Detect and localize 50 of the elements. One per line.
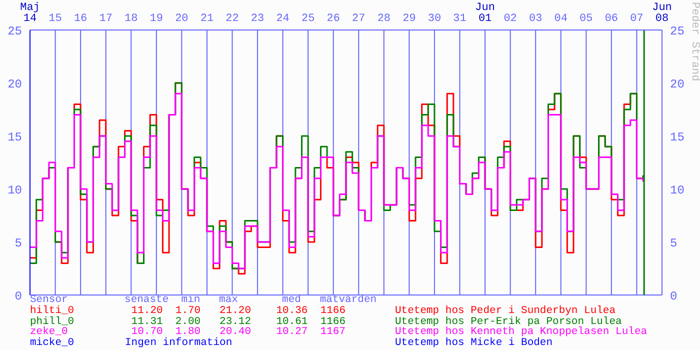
y2-tick-label: 5: [670, 236, 678, 250]
y-tick-label: 25: [8, 24, 22, 38]
text: Utetemp hos Micke i Boden: [395, 337, 553, 350]
x-tick-label: 25: [301, 13, 315, 25]
y-tick-label: 5: [14, 236, 22, 250]
x-tick-label: 21: [200, 13, 214, 25]
x-tick-label: 30: [428, 13, 442, 25]
text: Utetemp hos Kenneth pa Knoppelasen Lulea: [395, 326, 648, 338]
x-tick-label: 28: [377, 13, 391, 25]
x-tick-label: 03: [529, 13, 542, 25]
legend-label: micke_0: [30, 337, 74, 350]
x-tick-label: 05: [580, 13, 593, 25]
x-tick-label: 17: [99, 13, 112, 25]
x-tick-label: 06: [604, 13, 618, 25]
x-tick-label: 04: [554, 13, 568, 25]
text: zeke_0: [30, 326, 68, 338]
y2-tick-label: 10: [670, 183, 684, 198]
x-tick-label: 29: [402, 13, 416, 25]
x-tick-label: 22: [226, 13, 239, 25]
text: Utetemp hos Peder i Sunderbyn Lulea: [395, 304, 616, 317]
x-tick-label: 26: [326, 13, 340, 25]
x-tick-label: Maj 14: [20, 2, 40, 25]
x-tick-label: 16: [74, 13, 88, 25]
text: Ingen information: [125, 337, 232, 350]
x-tick-label: 15: [48, 13, 62, 25]
text: phill_0: [30, 316, 74, 328]
annotation: Sensor senaste min max med mätvärden: [30, 294, 378, 306]
y2-tick-label: 20: [670, 77, 684, 92]
y-tick-label: 10: [8, 183, 22, 198]
x-tick-label: 07: [630, 13, 644, 25]
x-tick-label: Jun 08: [652, 2, 672, 25]
text: 11.20 1.70 21.20 10.36 1166: [130, 304, 346, 317]
x-tick-label: 20: [175, 13, 188, 25]
y-tick-label: 20: [8, 77, 22, 92]
x-tick-label: 31: [453, 13, 467, 25]
x-tick-label: 24: [276, 13, 290, 25]
x-tick-label: 27: [352, 13, 366, 25]
x-tick-label: 02: [504, 13, 517, 25]
x-tick-label: 19: [150, 13, 163, 25]
y-tick-label: 0: [14, 289, 22, 304]
x-tick-label: 23: [250, 13, 264, 25]
y2-tick-label: 15: [670, 130, 684, 144]
text: 10.70 1.80 20.40 10.27 1167: [131, 326, 346, 338]
text: 11.31 2.00 23.12 10.61 1166: [130, 316, 346, 328]
x-tick-label: 18: [124, 13, 138, 25]
x-tick-label: Jun 01: [475, 2, 495, 25]
y2-tick-label: 25: [670, 24, 684, 38]
y2-tick-label: 0: [670, 289, 678, 304]
text: hilti_0: [30, 304, 74, 317]
y-tick-label: 15: [8, 130, 22, 144]
